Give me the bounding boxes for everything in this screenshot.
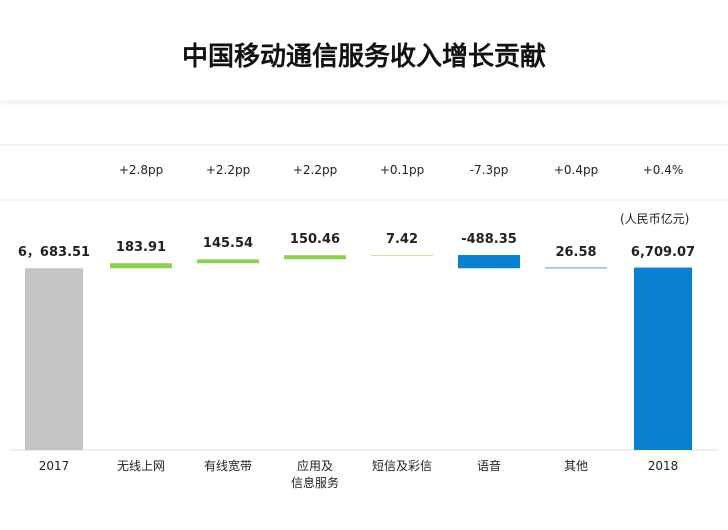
bar bbox=[110, 263, 172, 269]
value-label: 6，683.51 bbox=[17, 245, 91, 261]
bar bbox=[458, 255, 520, 269]
value-label: 145.54 bbox=[202, 236, 254, 252]
value-label: 26.58 bbox=[555, 244, 597, 260]
chart-title: 中国移动通信服务收入增长贡献 bbox=[181, 42, 546, 72]
bar bbox=[545, 267, 607, 269]
x-tick-label: 短信及彩信 bbox=[371, 459, 432, 473]
bar bbox=[371, 255, 433, 256]
change-label: -7.3pp bbox=[469, 163, 509, 177]
x-tick-label: 2017 bbox=[38, 459, 70, 473]
header bbox=[0, 0, 728, 100]
x-tick-label: 应用及 信息服务 bbox=[290, 459, 339, 490]
change-label: +0.4pp bbox=[553, 163, 599, 177]
bar bbox=[634, 267, 692, 450]
value-label: 7.42 bbox=[385, 232, 419, 247]
value-label: -488.35 bbox=[461, 232, 517, 247]
bar bbox=[25, 268, 83, 450]
bar bbox=[197, 259, 259, 264]
value-label: 6,709.07 bbox=[630, 244, 696, 260]
change-label: +0.4% bbox=[642, 163, 684, 177]
unit-label: (人民币亿元) bbox=[620, 212, 690, 226]
change-label: +0.1pp bbox=[379, 163, 425, 177]
x-tick-label: 有线宽带 bbox=[203, 459, 252, 473]
bar bbox=[284, 255, 346, 260]
value-label: 150.46 bbox=[289, 232, 341, 248]
x-tick-label: 2018 bbox=[647, 459, 679, 473]
x-tick-label: 无线上网 bbox=[116, 459, 165, 473]
change-label: +2.8pp bbox=[118, 163, 164, 177]
change-label: +2.2pp bbox=[205, 163, 251, 177]
value-label: 183.91 bbox=[115, 240, 167, 256]
x-tick-label: 其他 bbox=[563, 459, 588, 473]
change-label: +2.2pp bbox=[292, 163, 338, 177]
x-tick-label: 语音 bbox=[476, 459, 501, 473]
